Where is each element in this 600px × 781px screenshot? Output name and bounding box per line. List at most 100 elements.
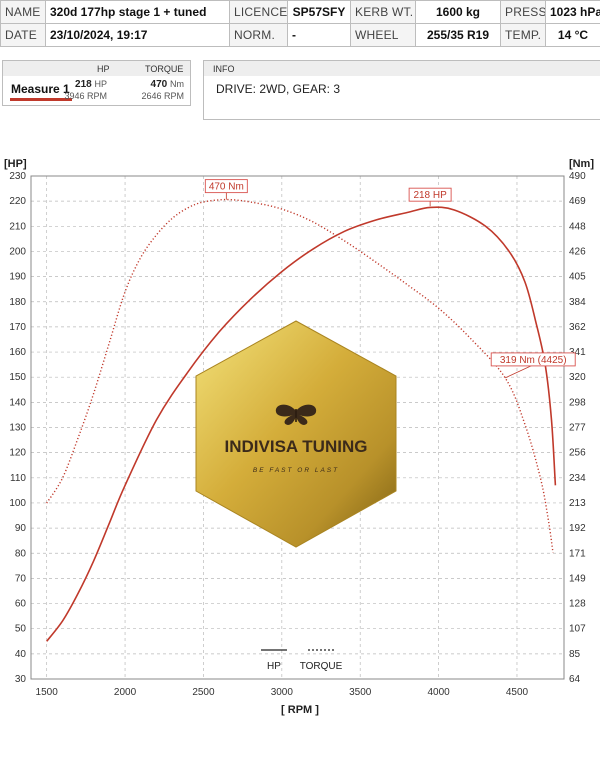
legend-label-torque: TORQUE [300, 661, 343, 672]
max-torque-unit: Nm [170, 79, 184, 89]
series-hp-line [46, 206, 557, 642]
y-tick-right: 213 [569, 498, 586, 509]
y-tick-right: 469 [569, 196, 586, 207]
x-tick: 2000 [114, 687, 137, 698]
y-tick-right: 426 [569, 246, 586, 257]
annotation-label: 218 HP [413, 190, 447, 201]
y-tick-left: 160 [9, 347, 26, 358]
y-tick-left: 200 [9, 246, 26, 257]
y-tick-right: 384 [569, 297, 586, 308]
y-tick-left: 70 [15, 573, 27, 584]
annotation-label: 470 Nm [209, 182, 244, 193]
licence-label: LICENCE [229, 0, 288, 24]
y-tick-left: 230 [9, 171, 26, 182]
torque-column-header: TORQUE [145, 64, 184, 74]
watermark-logo: INDIVISA TUNING BE FAST OR LAST [195, 320, 397, 548]
x-tick: 4000 [427, 687, 450, 698]
norm-value: - [287, 23, 351, 47]
name-value: 320d 177hp stage 1 + tuned [45, 0, 230, 24]
info-row-2: DATE 23/10/2024, 19:17 NORM. - WHEEL 255… [0, 23, 600, 47]
x-tick: 1500 [36, 687, 59, 698]
hp-column-header: HP [97, 64, 110, 74]
chart-annotations: 470 Nm 218 HP 319 Nm (4425) [204, 179, 576, 379]
chart-labels: [HP] [Nm] [ RPM ] [4, 158, 594, 716]
annotation-box [204, 179, 248, 194]
max-torque-rpm: 2646 RPM [141, 91, 184, 101]
watermark-tagline: BE FAST OR LAST [253, 467, 339, 474]
y-tick-left: 170 [9, 322, 26, 333]
date-label: DATE [0, 23, 46, 47]
butterfly-wing-right [296, 404, 317, 425]
watermark-title: INDIVISA TUNING [225, 437, 368, 456]
max-hp-rpm: 3946 RPM [64, 91, 107, 101]
y-tick-right: 362 [569, 322, 586, 333]
licence-value: SP57SFY [287, 0, 351, 24]
y-tick-right: 234 [569, 473, 586, 484]
y-tick-left: 110 [10, 473, 26, 484]
y-tick-right: 448 [569, 221, 586, 232]
y-tick-left: 140 [9, 397, 26, 408]
date-value: 23/10/2024, 19:17 [45, 23, 230, 47]
x-tick: 4500 [506, 687, 529, 698]
info-panel: INFO DRIVE: 2WD, GEAR: 3 [203, 60, 600, 120]
y-tick-right: 171 [569, 548, 586, 559]
measure-summary[interactable]: HP TORQUE Measure 1 218 HP 3946 RPM 470 … [2, 60, 191, 106]
annotation-label: 319 Nm (4425) [500, 355, 567, 366]
y-tick-right: 256 [569, 448, 586, 459]
y-tick-left: 210 [9, 221, 26, 232]
butterfly-wing-left [275, 404, 296, 425]
measure-header: HP TORQUE [3, 61, 190, 76]
norm-label: NORM. [229, 23, 288, 47]
kerb-weight-value: 1600 kg [415, 0, 501, 24]
y-tick-left: 30 [15, 674, 27, 685]
annotation-box [408, 187, 452, 202]
chart-legend: HP TORQUE [261, 649, 343, 672]
y-tick-left: 180 [9, 297, 26, 308]
y-tick-right: 277 [569, 423, 586, 434]
y-tick-right: 341 [569, 347, 586, 358]
y-tick-left: 60 [15, 599, 27, 610]
name-label: NAME [0, 0, 46, 24]
chart-frame [30, 175, 565, 680]
y-tick-left: 80 [15, 548, 27, 559]
temperature-value: 14 °C [545, 23, 600, 47]
info-row-1: NAME 320d 177hp stage 1 + tuned LICENCE … [0, 0, 600, 24]
y-tick-right: 128 [569, 599, 586, 610]
measure-name: Measure 1 [11, 82, 70, 96]
vehicle-info-table: NAME 320d 177hp stage 1 + tuned LICENCE … [0, 0, 600, 47]
wheel-label: WHEEL [350, 23, 416, 47]
y-tick-right: 490 [569, 171, 586, 182]
dyno-chart: INDIVISA TUNING BE FAST OR LAST 30 64 40 85 5… [4, 158, 594, 716]
max-hp-value: 218 [75, 79, 92, 90]
x-tick: 3500 [349, 687, 372, 698]
measure-color-indicator [10, 98, 72, 101]
watermark-hexagon [195, 320, 397, 548]
x-tick: 2500 [192, 687, 215, 698]
y-tick-left: 100 [9, 498, 26, 509]
y-tick-right: 405 [569, 272, 586, 283]
plot-area-border [30, 175, 565, 680]
y-tick-right: 64 [569, 674, 581, 685]
y-axis-label-left: [HP] [4, 158, 27, 170]
temperature-label: TEMP. [500, 23, 546, 47]
wheel-value: 255/35 R19 [415, 23, 501, 47]
y-tick-right: 298 [569, 397, 586, 408]
pressure-value: 1023 hPa [545, 0, 600, 24]
y-tick-right: 107 [569, 624, 586, 635]
chart-ticks: 30 64 40 85 50 107 60 128 70 149 80 171 90 192 100 213 1… [9, 171, 586, 698]
max-hp-unit: HP [94, 79, 107, 89]
y-tick-left: 190 [9, 272, 26, 283]
max-torque-value: 470 [150, 79, 168, 90]
y-tick-left: 120 [9, 448, 26, 459]
pressure-label: PRESS. [500, 0, 546, 24]
max-hp: 218 HP [75, 79, 107, 90]
annotation-leader [505, 364, 534, 379]
y-tick-right: 85 [569, 649, 581, 660]
y-tick-right: 192 [569, 523, 586, 534]
y-tick-left: 90 [15, 523, 27, 534]
annotation-box [490, 352, 576, 367]
max-torque: 470 Nm [151, 79, 184, 90]
x-axis-label: [ RPM ] [281, 704, 319, 716]
y-tick-right: 149 [569, 573, 586, 584]
kerb-weight-label: KERB WT. [350, 0, 416, 24]
